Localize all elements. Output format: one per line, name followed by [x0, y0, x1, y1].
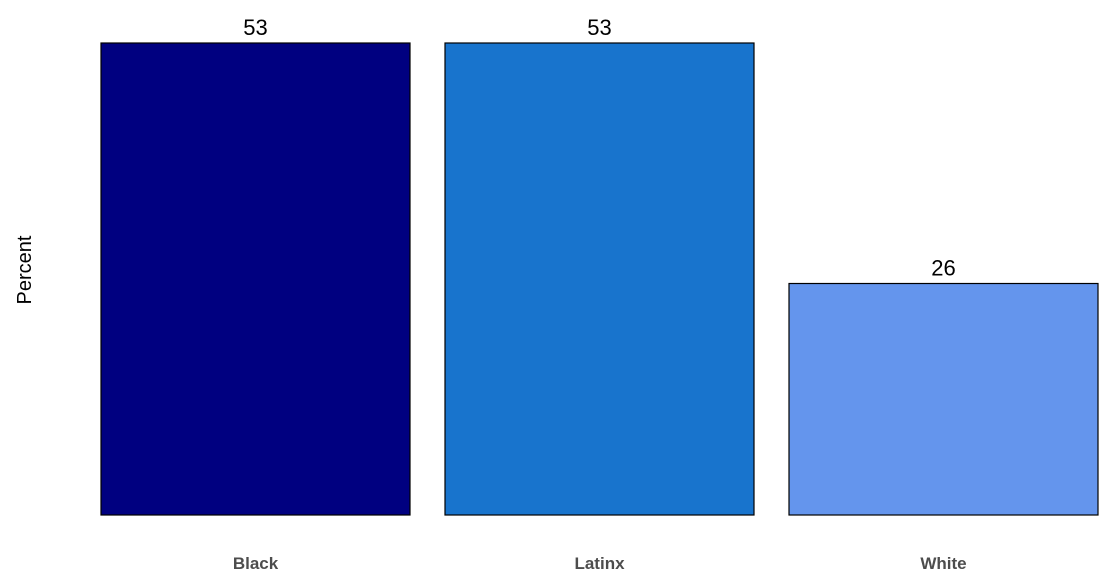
value-label-black: 53: [243, 15, 267, 40]
x-tick-labels-group: Black Latinx White: [233, 554, 967, 573]
bars-group: [100, 42, 1099, 516]
bar-white: [788, 282, 1099, 516]
x-tick-label-white: White: [920, 554, 966, 573]
y-axis-label: Percent: [14, 235, 36, 304]
value-label-latinx: 53: [587, 15, 611, 40]
bar-latinx: [444, 42, 755, 516]
value-labels-group: 53 53 26: [243, 15, 955, 281]
bar-black: [100, 42, 411, 516]
x-tick-label-latinx: Latinx: [574, 554, 625, 573]
value-label-white: 26: [931, 256, 955, 281]
x-tick-label-black: Black: [233, 554, 279, 573]
